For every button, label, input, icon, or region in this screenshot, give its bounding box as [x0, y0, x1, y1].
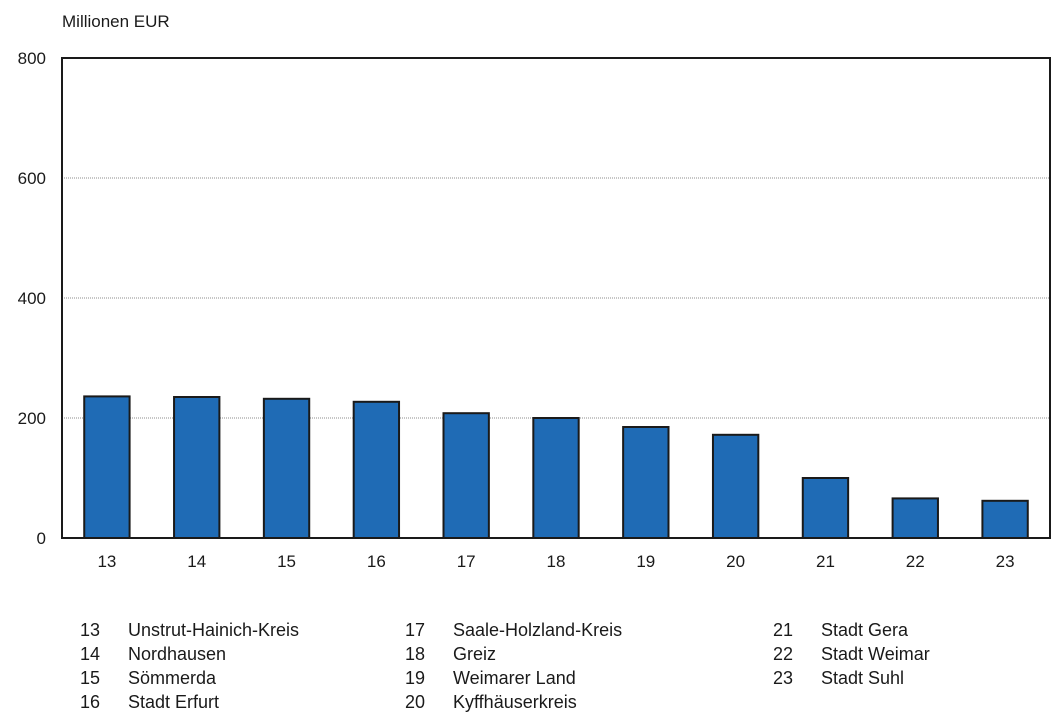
- legend-item-number: 16: [80, 692, 101, 712]
- bar-chart: 0 200 400 600 800 13 14 15 16 17 18 19 20 21 22 23: [18, 49, 1051, 571]
- legend-item-label: Stadt Suhl: [821, 668, 905, 688]
- legend-item: 16 Stadt Erfurt: [80, 690, 299, 714]
- legend-item-label: Saale-Holzland-Kreis: [453, 620, 623, 640]
- legend-item-number: 19: [405, 668, 426, 688]
- x-tick-label: 14: [187, 552, 206, 571]
- legend-item-number: 17: [405, 620, 426, 640]
- legend-item-number: 13: [80, 620, 101, 640]
- legend-item: 20 Kyffhäuserkreis: [405, 690, 622, 714]
- x-tick-label: 17: [457, 552, 476, 571]
- y-axis-label: Millionen EUR: [62, 12, 170, 31]
- legend-item-label: Kyffhäuserkreis: [453, 692, 577, 712]
- legend-item-label: Weimarer Land: [453, 668, 576, 688]
- bar: [442, 412, 490, 540]
- bar: [981, 499, 1029, 539]
- legend-item-number: 14: [80, 644, 101, 664]
- legend: 13 Unstrut-Hainich-Kreis 14 Nordhausen 15 Söm…: [0, 618, 1059, 725]
- bar: [262, 397, 311, 539]
- legend-item-number: 20: [405, 692, 426, 712]
- legend-item-number: 21: [773, 620, 794, 640]
- y-tick-label: 0: [37, 529, 46, 548]
- legend-item-number: 23: [773, 668, 794, 688]
- legend-column-3: 21 Stadt Gera 22 Stadt Weimar 23 Stadt Suhl: [773, 618, 930, 690]
- y-tick-label: 800: [18, 49, 46, 68]
- x-tick-label: 22: [906, 552, 925, 571]
- legend-item: 22 Stadt Weimar: [773, 642, 930, 666]
- bar: [532, 417, 580, 539]
- legend-item-label: Sömmerda: [128, 668, 217, 688]
- legend-item: 23 Stadt Suhl: [773, 666, 930, 690]
- bar: [622, 426, 670, 539]
- bar: [801, 477, 850, 539]
- legend-item-label: Greiz: [453, 644, 497, 664]
- x-tick-label: 21: [816, 552, 835, 571]
- x-tick-label: 23: [996, 552, 1015, 571]
- bar: [711, 433, 760, 539]
- legend-item: 13 Unstrut-Hainich-Kreis: [80, 618, 299, 642]
- legend-item-label: Stadt Weimar: [821, 644, 930, 664]
- x-tick-label: 19: [636, 552, 655, 571]
- y-tick-label: 200: [18, 409, 46, 428]
- legend-item: 17 Saale-Holzland-Kreis: [405, 618, 622, 642]
- x-tick-label: 13: [97, 552, 116, 571]
- legend-item: 19 Weimarer Land: [405, 666, 622, 690]
- x-tick-label: 16: [367, 552, 386, 571]
- legend-item: 21 Stadt Gera: [773, 618, 930, 642]
- bar: [352, 400, 401, 539]
- legend-item: 18 Greiz: [405, 642, 622, 666]
- bar: [173, 396, 221, 539]
- y-tick-label: 600: [18, 169, 46, 188]
- legend-item-label: Stadt Erfurt: [128, 692, 220, 712]
- x-tick-label: 20: [726, 552, 745, 571]
- legend-column-1: 13 Unstrut-Hainich-Kreis 14 Nordhausen 15 Söm…: [80, 618, 299, 714]
- legend-item-label: Unstrut-Hainich-Kreis: [128, 620, 300, 640]
- legend-column-2: 17 Saale-Holzland-Kreis 18 Greiz 19 Weimarer …: [405, 618, 622, 714]
- bar: [83, 395, 131, 539]
- legend-item: 14 Nordhausen: [80, 642, 299, 666]
- x-tick-label: 18: [547, 552, 566, 571]
- bar: [891, 497, 939, 539]
- legend-item-number: 15: [80, 668, 101, 688]
- x-tick-label: 15: [277, 552, 296, 571]
- legend-item-number: 18: [405, 644, 426, 664]
- legend-item-label: Nordhausen: [128, 644, 227, 664]
- legend-item-label: Stadt Gera: [821, 620, 909, 640]
- legend-item-number: 22: [773, 644, 794, 664]
- legend-item: 15 Sömmerda: [80, 666, 299, 690]
- y-tick-label: 400: [18, 289, 46, 308]
